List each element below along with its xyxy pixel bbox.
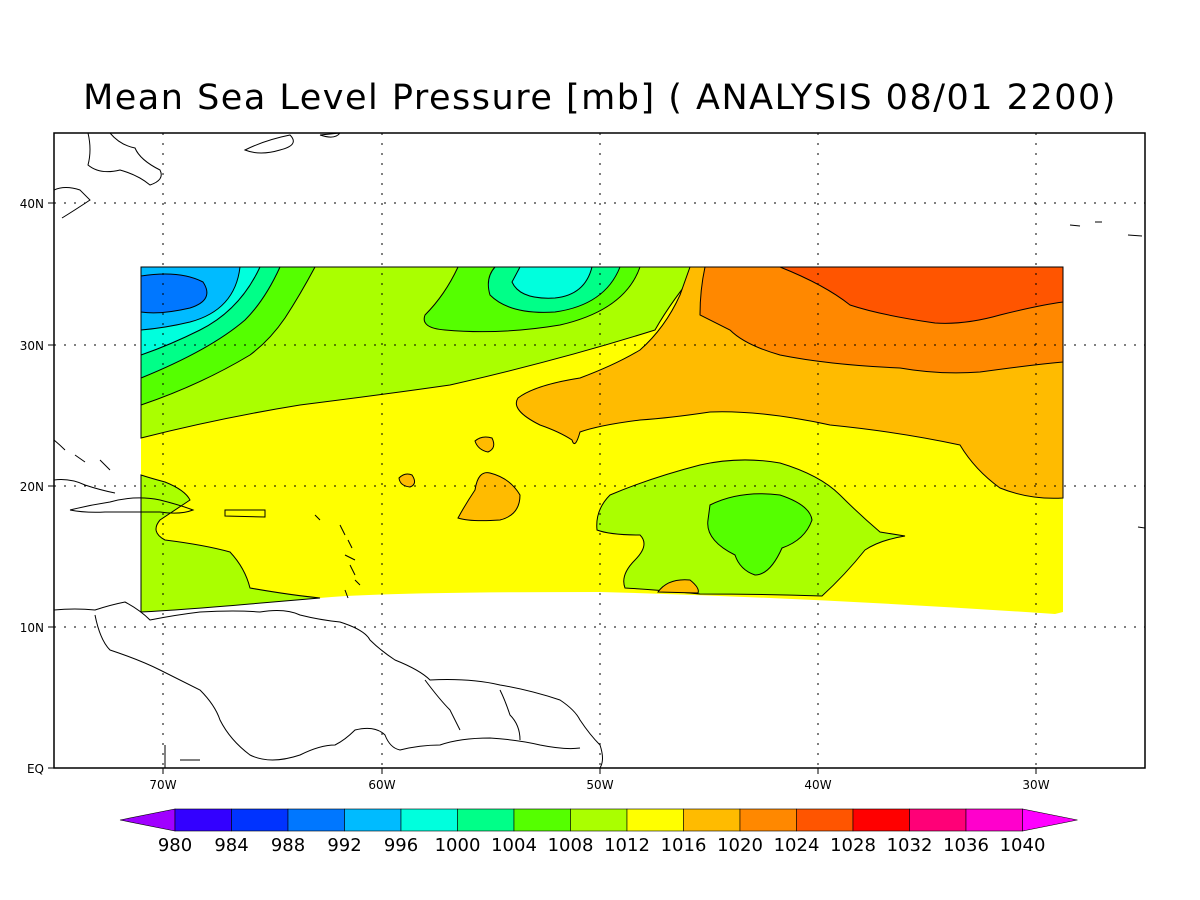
- colorbar-label: 984: [214, 835, 248, 856]
- lat-label-40n: 40N: [20, 197, 44, 211]
- isle-1020-a: [457, 472, 521, 522]
- colorbar-swatch: [796, 808, 854, 832]
- graticule: [54, 133, 1145, 768]
- colorbar-swatch: [909, 808, 967, 832]
- colorbar-label: 1000: [435, 835, 481, 856]
- coast-azores: [1069, 221, 1143, 237]
- lon-label-30w: 30W: [1022, 778, 1049, 792]
- coast-cape-verde: [1137, 526, 1145, 529]
- colorbar-label: 996: [384, 835, 418, 856]
- colorbar-swatch: [513, 808, 571, 832]
- map-title: Mean Sea Level Pressure [mb] ( ANALYSIS …: [83, 78, 1117, 118]
- band-996-1000-north: [511, 266, 593, 299]
- colorbar-label: 980: [158, 835, 192, 856]
- coast-bahamas: [54, 439, 111, 471]
- coast-north-atlantic: [54, 187, 91, 219]
- colorbar-swatch: [400, 808, 458, 832]
- colorbar-swatch: [683, 808, 741, 832]
- colorbar-swatch: [344, 808, 402, 832]
- axis-ticks: [48, 202, 1037, 774]
- lon-label-40w: 40W: [804, 778, 831, 792]
- colorbar-label: 1020: [717, 835, 763, 856]
- lat-label-eq: EQ: [27, 762, 44, 776]
- colorbar-swatch: [457, 808, 515, 832]
- colorbar-swatch: [231, 808, 289, 832]
- high-1024-1028: [779, 266, 1064, 324]
- latitude-labels: EQ 10N 20N 30N 40N: [20, 197, 44, 776]
- colorbar-label: 1028: [830, 835, 876, 856]
- colorbar-swatch: [739, 808, 797, 832]
- coast-amazon: [164, 745, 200, 768]
- colorbar-label: 988: [271, 835, 305, 856]
- colorbar-swatch: [287, 808, 345, 832]
- coast-antilles: [314, 514, 361, 599]
- colorbar-label: 1024: [774, 835, 820, 856]
- colorbar-label: 992: [327, 835, 361, 856]
- coast-venezuela: [54, 601, 603, 768]
- coast-puerto-rico: [224, 509, 266, 518]
- colorbar-label: 1040: [1000, 835, 1046, 856]
- coast-nova-scotia: [243, 134, 294, 154]
- coast-cuba: [54, 479, 116, 494]
- isle-1020-b: [474, 436, 495, 453]
- colorbar-legend: 980 984 988 992 996 1000 1004 1008 1012 1016 1020 1…: [119, 808, 1078, 856]
- coastlines: [54, 133, 1145, 768]
- colorbar-label: 1032: [887, 835, 933, 856]
- colorbar-arrow-high: [1022, 808, 1078, 832]
- colorbar-swatch: [626, 808, 684, 832]
- colorbar-label: 1016: [661, 835, 707, 856]
- colorbar-swatch: [965, 808, 1023, 832]
- band-1012-southwest: [140, 474, 321, 613]
- pressure-field: [140, 266, 1064, 614]
- lon-label-70w: 70W: [149, 778, 176, 792]
- low-center-988: [140, 273, 208, 314]
- colorbar-label: 1012: [604, 835, 650, 856]
- isle-1020-c: [398, 473, 416, 488]
- colorbar-label: 1004: [491, 835, 537, 856]
- lat-label-30n: 30N: [20, 339, 44, 353]
- colorbar-arrow-low: [119, 808, 176, 832]
- isle-1008-south: [707, 493, 813, 576]
- colorbar-label: 1008: [548, 835, 594, 856]
- coast-new-england: [87, 133, 162, 186]
- longitude-labels: 70W 60W 50W 40W 30W: [149, 778, 1049, 792]
- coast-south-america-interior: [94, 614, 581, 761]
- lon-label-60w: 60W: [368, 778, 395, 792]
- colorbar-swatch: [570, 808, 628, 832]
- colorbar-swatch: [174, 808, 232, 832]
- lat-label-10n: 10N: [20, 621, 44, 635]
- bump-1016-south: [657, 579, 699, 594]
- coast-guiana: [424, 679, 521, 741]
- colorbar-swatch: [852, 808, 910, 832]
- colorbar-label: 1036: [943, 835, 989, 856]
- lon-label-50w: 50W: [586, 778, 613, 792]
- lat-label-20n: 20N: [20, 480, 44, 494]
- coast-hispaniola: [69, 497, 195, 514]
